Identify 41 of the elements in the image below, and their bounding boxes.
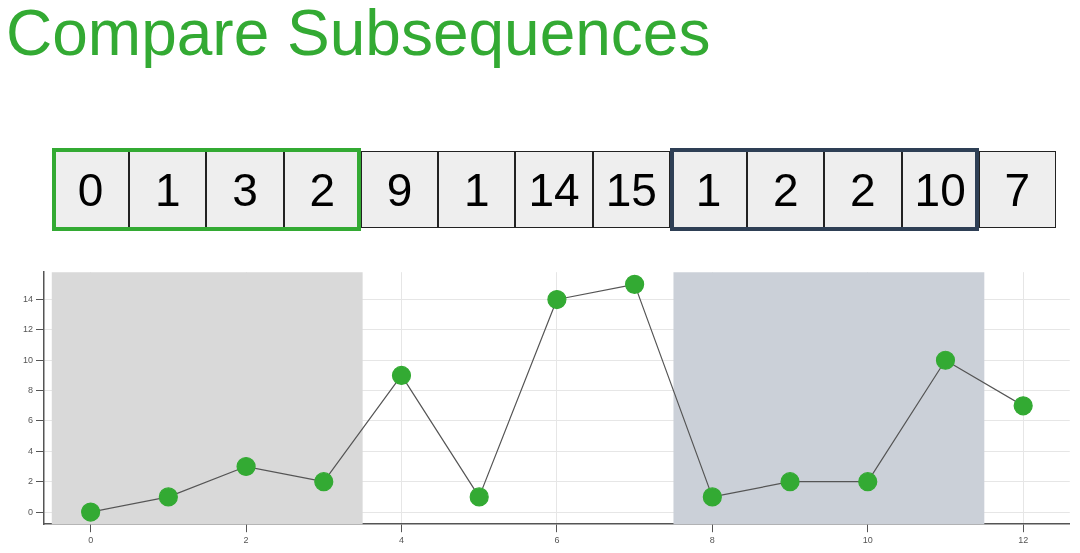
y-tick-label: 4 <box>28 445 34 456</box>
point <box>391 365 412 386</box>
point <box>625 274 645 294</box>
text: 1 <box>129 151 207 228</box>
y-tick-label: 10 <box>23 354 34 365</box>
text: 15 <box>592 151 670 228</box>
text: 1 <box>438 151 516 228</box>
text: 14 <box>515 151 593 228</box>
y-tick-label: 0 <box>28 506 34 517</box>
text: 2 <box>283 151 361 228</box>
point <box>780 472 800 492</box>
point <box>935 350 956 370</box>
y-tick-label: 14 <box>23 294 34 305</box>
y-tick-label: 12 <box>23 324 34 335</box>
text: 2 <box>747 151 825 228</box>
text: 3 <box>206 151 284 228</box>
point <box>81 502 101 522</box>
point <box>314 472 334 492</box>
x-tick-label: 10 <box>862 535 873 546</box>
x-tick-label: 0 <box>88 535 94 546</box>
y-tick-label: 6 <box>28 415 34 426</box>
y-tick-label: 8 <box>28 385 34 396</box>
point <box>1013 396 1033 416</box>
point <box>158 487 178 507</box>
y-tick-label: 2 <box>28 476 34 487</box>
text: 10 <box>901 151 979 228</box>
point <box>236 456 256 477</box>
x-tick-label: 2 <box>243 535 249 546</box>
text: Compare Subsequences <box>6 0 711 70</box>
point <box>547 289 567 310</box>
point <box>858 472 878 492</box>
point <box>702 487 722 507</box>
x-tick-label: 8 <box>709 535 715 546</box>
text: 2 <box>824 151 902 228</box>
point <box>469 487 489 507</box>
text: 1 <box>669 151 748 228</box>
x-tick-label: 4 <box>398 535 404 546</box>
text: 7 <box>978 151 1056 228</box>
text: 9 <box>360 151 439 228</box>
x-tick-label: 12 <box>1018 535 1029 546</box>
x-tick-label: 6 <box>554 535 560 546</box>
